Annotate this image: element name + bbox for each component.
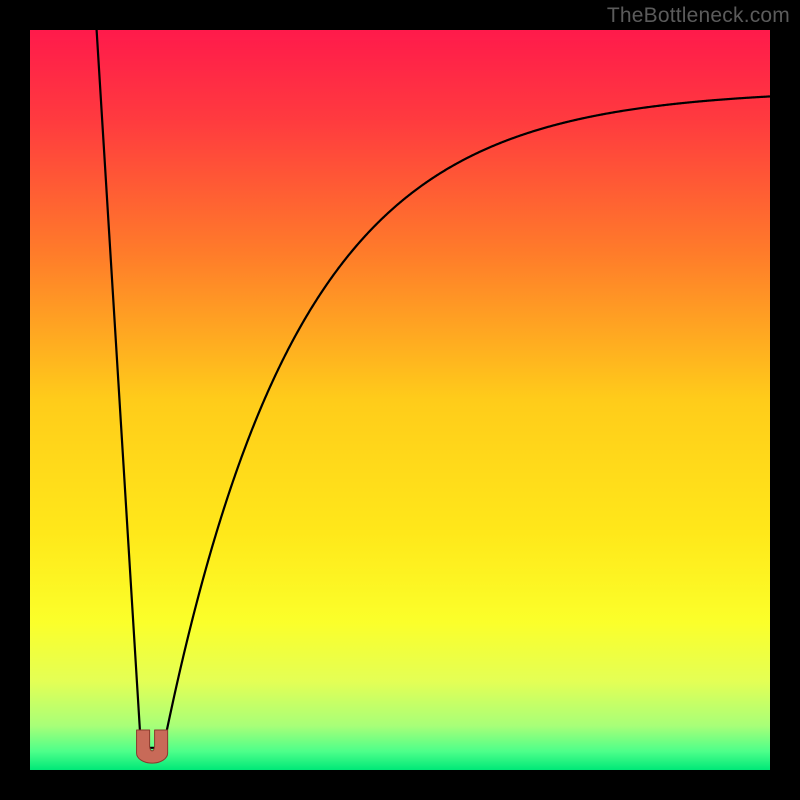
plot-background — [30, 30, 770, 770]
bottleneck-chart — [0, 0, 800, 800]
figure-container: TheBottleneck.com — [0, 0, 800, 800]
attribution-label: TheBottleneck.com — [607, 4, 790, 28]
